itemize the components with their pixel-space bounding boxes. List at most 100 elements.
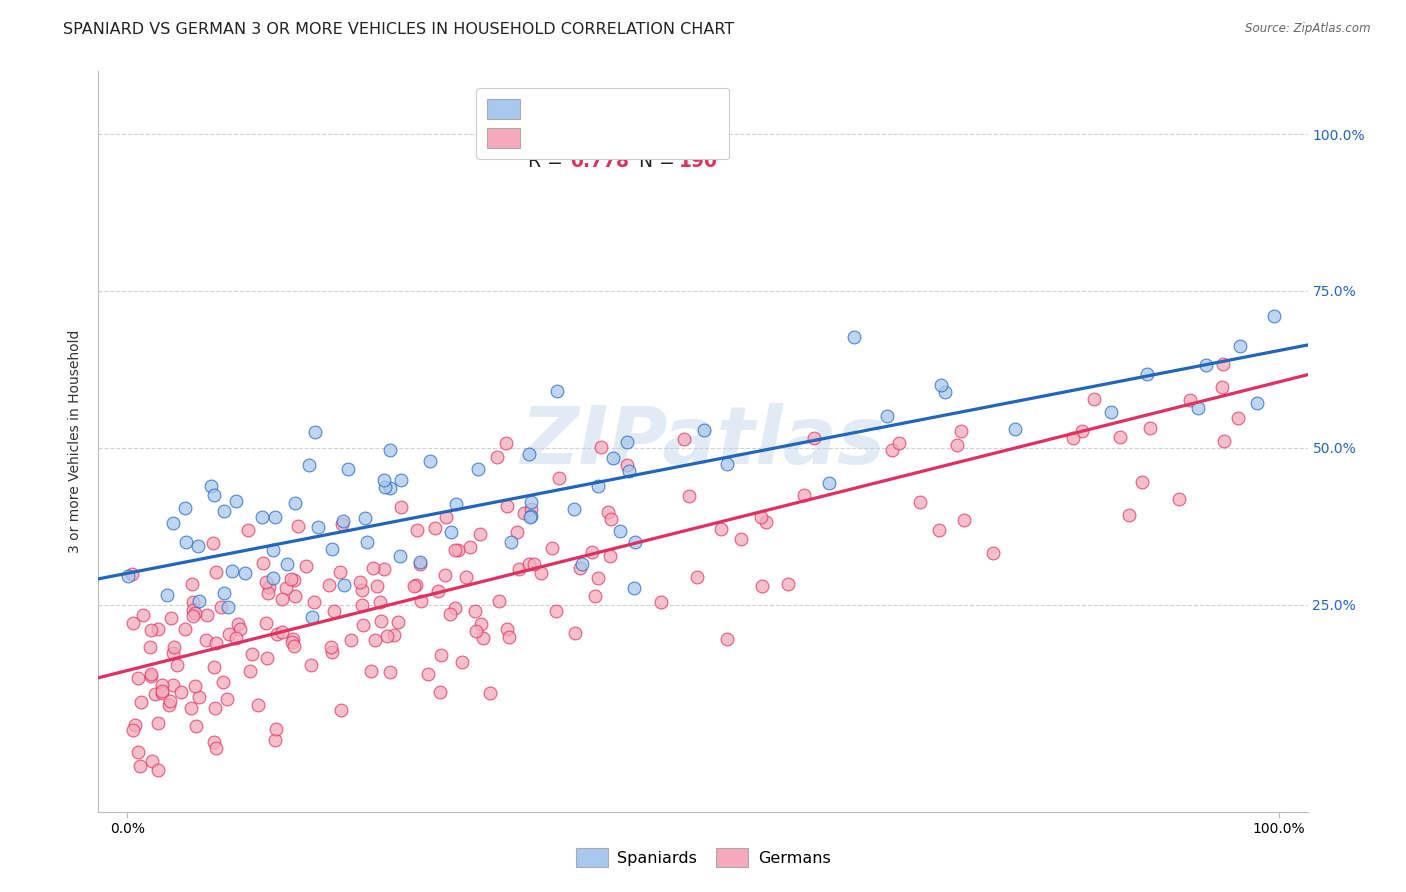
Point	[506, 524, 529, 539]
Point	[498, 630, 520, 644]
Point	[212, 674, 235, 689]
Text: 0.778: 0.778	[569, 153, 628, 171]
Text: N =: N =	[638, 153, 681, 171]
Point	[195, 607, 218, 622]
Point	[157, 698, 180, 712]
Point	[444, 600, 467, 615]
Point	[617, 464, 640, 478]
Point	[373, 562, 395, 576]
Point	[307, 520, 329, 534]
Point	[141, 754, 163, 768]
Point	[152, 678, 174, 692]
Point	[139, 666, 162, 681]
Point	[150, 684, 173, 698]
Point	[1211, 380, 1233, 394]
Point	[363, 561, 385, 575]
Point	[247, 698, 270, 712]
Point	[520, 495, 543, 509]
Point	[616, 434, 638, 449]
Point	[389, 500, 412, 514]
Point	[146, 763, 169, 777]
Point	[240, 647, 263, 661]
Point	[616, 458, 638, 472]
Point	[1139, 421, 1161, 435]
Point	[540, 541, 562, 555]
Point	[530, 566, 553, 581]
Point	[370, 615, 392, 629]
Point	[332, 578, 354, 592]
Text: SPANIARD VS GERMAN 3 OR MORE VEHICLES IN HOUSEHOLD CORRELATION CHART: SPANIARD VS GERMAN 3 OR MORE VEHICLES IN…	[63, 22, 734, 37]
Point	[730, 532, 752, 546]
Point	[444, 497, 467, 511]
Point	[564, 626, 586, 640]
Point	[803, 431, 825, 445]
Point	[284, 496, 307, 510]
Point	[623, 535, 645, 549]
Point	[162, 516, 184, 531]
Point	[162, 677, 184, 691]
Point	[368, 595, 391, 609]
Point	[600, 512, 623, 526]
Point	[188, 594, 211, 608]
Point	[366, 578, 388, 592]
Point	[271, 624, 294, 639]
Point	[129, 695, 152, 709]
Point	[238, 523, 260, 537]
Point	[212, 586, 235, 600]
Point	[464, 604, 486, 618]
Point	[598, 505, 620, 519]
Point	[1130, 475, 1153, 489]
Point	[257, 580, 280, 594]
Point	[568, 561, 591, 575]
Point	[440, 524, 463, 539]
Point	[450, 655, 472, 669]
Point	[419, 454, 441, 468]
Point	[586, 479, 609, 493]
Point	[139, 669, 162, 683]
Point	[1062, 431, 1084, 445]
Point	[1099, 405, 1122, 419]
Point	[274, 581, 297, 595]
Point	[389, 549, 412, 564]
Point	[1229, 339, 1251, 353]
Point	[187, 690, 209, 704]
Point	[599, 549, 621, 563]
Point	[187, 539, 209, 553]
Point	[352, 583, 374, 598]
Point	[332, 514, 354, 528]
Point	[352, 618, 374, 632]
Point	[464, 624, 486, 638]
Point	[262, 571, 284, 585]
Point	[183, 606, 205, 620]
Point	[1136, 368, 1159, 382]
Point	[404, 579, 426, 593]
Point	[257, 586, 280, 600]
Point	[426, 584, 449, 599]
Point	[508, 562, 530, 576]
Point	[387, 615, 409, 629]
Point	[283, 573, 305, 587]
Point	[298, 458, 321, 472]
Point	[409, 557, 432, 571]
Point	[301, 610, 323, 624]
Point	[139, 640, 162, 654]
Point	[239, 665, 262, 679]
Point	[1083, 392, 1105, 406]
Point	[378, 481, 401, 495]
Point	[384, 628, 406, 642]
Point	[571, 558, 593, 572]
Point	[844, 330, 866, 344]
Point	[339, 632, 361, 647]
Point	[281, 632, 304, 646]
Point	[349, 574, 371, 589]
Point	[458, 540, 481, 554]
Point	[520, 502, 543, 516]
Point	[162, 640, 184, 655]
Point	[181, 603, 204, 617]
Point	[517, 447, 540, 461]
Point	[160, 610, 183, 624]
Point	[121, 723, 143, 737]
Point	[818, 476, 841, 491]
Point	[322, 604, 344, 618]
Point	[329, 565, 352, 579]
